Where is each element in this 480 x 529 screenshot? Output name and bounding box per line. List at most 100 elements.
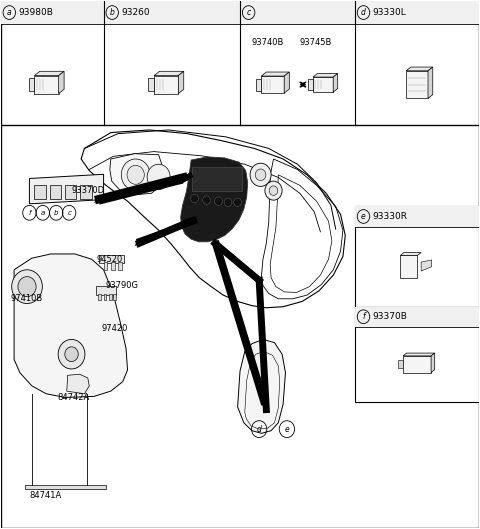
Bar (355, 1, 480, 24)
Text: f: f (28, 210, 31, 216)
Text: 93370B: 93370B (372, 312, 408, 321)
Text: 93745B: 93745B (300, 38, 332, 47)
Text: d: d (257, 425, 262, 434)
Polygon shape (14, 254, 128, 397)
Circle shape (18, 277, 36, 297)
Polygon shape (94, 172, 188, 204)
Polygon shape (110, 154, 163, 195)
Bar (118, 262, 122, 270)
Text: 84741A: 84741A (29, 491, 61, 500)
Polygon shape (400, 252, 421, 256)
Bar (0, 1, 480, 125)
Polygon shape (180, 157, 248, 242)
Bar (192, 167, 242, 190)
Polygon shape (403, 353, 435, 356)
Polygon shape (135, 217, 193, 248)
Polygon shape (403, 356, 431, 372)
Bar (0, 1, 104, 24)
Polygon shape (214, 241, 266, 407)
Text: 93260: 93260 (121, 8, 150, 17)
Bar (49, 185, 61, 198)
Text: 97410B: 97410B (10, 294, 43, 303)
Polygon shape (333, 74, 338, 92)
Polygon shape (135, 216, 196, 246)
Text: e: e (361, 212, 366, 221)
Bar (24, 485, 106, 489)
Text: 93790G: 93790G (105, 281, 138, 290)
Text: b: b (110, 8, 115, 17)
Bar (80, 185, 92, 198)
Bar (104, 1, 240, 24)
Text: d: d (361, 8, 366, 17)
Text: 93330L: 93330L (372, 8, 407, 17)
Circle shape (147, 164, 170, 189)
Polygon shape (428, 67, 433, 98)
Circle shape (250, 163, 271, 186)
Text: a: a (41, 210, 45, 216)
Bar (355, 307, 480, 402)
Text: 93330R: 93330R (372, 212, 408, 221)
Polygon shape (406, 67, 433, 71)
Polygon shape (398, 360, 403, 368)
Polygon shape (178, 71, 184, 94)
Polygon shape (29, 78, 35, 91)
Polygon shape (261, 76, 284, 93)
Bar (104, 294, 107, 300)
Polygon shape (256, 79, 261, 90)
Polygon shape (238, 340, 286, 433)
Bar (240, 1, 355, 24)
Text: 93980B: 93980B (18, 8, 53, 17)
Text: 84742A: 84742A (57, 393, 89, 402)
Polygon shape (261, 72, 289, 76)
Text: c: c (67, 210, 71, 216)
Polygon shape (313, 77, 333, 92)
Circle shape (127, 165, 144, 184)
Polygon shape (421, 260, 432, 271)
Polygon shape (94, 175, 188, 203)
Polygon shape (35, 71, 64, 76)
Text: a: a (7, 8, 12, 17)
Text: 93370D: 93370D (72, 186, 105, 195)
Circle shape (121, 159, 150, 190)
Polygon shape (212, 240, 268, 406)
Bar (96, 286, 116, 295)
Polygon shape (154, 71, 184, 76)
Circle shape (224, 198, 232, 206)
Circle shape (191, 194, 198, 203)
Polygon shape (29, 174, 104, 204)
Polygon shape (154, 76, 178, 94)
Circle shape (65, 347, 78, 362)
Text: b: b (54, 210, 59, 216)
Polygon shape (406, 71, 428, 98)
Bar (99, 255, 124, 263)
Circle shape (265, 181, 282, 200)
Bar (109, 294, 112, 300)
Text: 93740B: 93740B (252, 38, 284, 47)
Bar (65, 185, 76, 198)
Circle shape (203, 196, 210, 204)
Text: e: e (285, 425, 289, 434)
Bar (355, 307, 480, 327)
Polygon shape (59, 71, 64, 94)
Text: c: c (247, 8, 251, 17)
Circle shape (215, 197, 222, 205)
Polygon shape (308, 79, 313, 90)
Bar (355, 206, 480, 307)
Bar (113, 294, 116, 300)
Text: f: f (362, 312, 365, 321)
Circle shape (58, 340, 85, 369)
Text: 94520: 94520 (96, 255, 123, 264)
Polygon shape (313, 74, 338, 77)
Circle shape (12, 270, 42, 304)
Polygon shape (431, 353, 435, 372)
Text: 97420: 97420 (101, 324, 128, 333)
Bar (34, 185, 46, 198)
Polygon shape (67, 374, 89, 394)
Polygon shape (35, 76, 59, 94)
Circle shape (269, 186, 278, 195)
Polygon shape (148, 78, 154, 91)
Polygon shape (284, 72, 289, 93)
Circle shape (255, 169, 266, 180)
Polygon shape (400, 256, 418, 278)
Circle shape (234, 198, 241, 206)
